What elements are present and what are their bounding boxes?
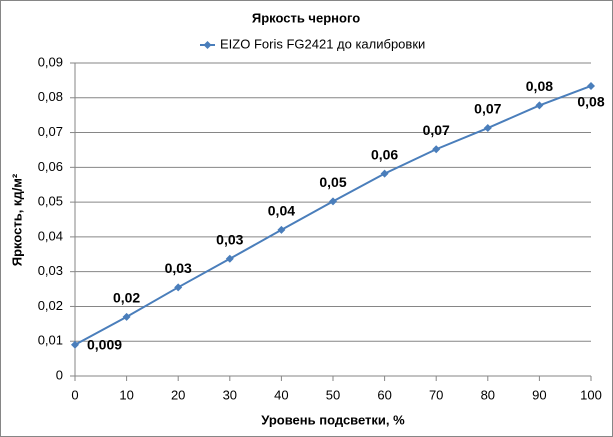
legend-marker (203, 41, 212, 49)
marker (225, 254, 234, 263)
x-tick-label: 40 (274, 387, 288, 402)
y-tick-label: 0,03 (38, 263, 63, 278)
data-label: 0,07 (423, 122, 450, 138)
y-tick-label: 0,04 (38, 228, 63, 243)
x-tick-label: 0 (71, 387, 78, 402)
x-tick-label: 50 (326, 387, 340, 402)
x-tick-label: 60 (377, 387, 391, 402)
marker (535, 101, 544, 110)
data-label: 0,06 (371, 146, 398, 162)
legend-label: EIZO Foris FG2421 до калибровки (220, 36, 425, 51)
x-tick-label: 80 (481, 387, 495, 402)
data-label: 0,08 (526, 78, 553, 94)
data-label: 0,04 (268, 203, 295, 219)
marker (122, 312, 131, 321)
data-label: 0,07 (474, 101, 501, 117)
data-label: 0,08 (577, 94, 604, 110)
x-axis-title: Уровень подсветки, % (261, 412, 405, 427)
data-label: 0,009 (87, 336, 122, 352)
marker (432, 145, 441, 154)
x-tick-label: 20 (171, 387, 185, 402)
marker (380, 169, 389, 178)
x-tick-label: 30 (223, 387, 237, 402)
y-tick-label: 0 (56, 367, 63, 382)
marker (483, 124, 492, 133)
y-tick-label: 0,06 (38, 159, 63, 174)
marker (174, 283, 183, 292)
y-tick-label: 0,02 (38, 298, 63, 313)
y-tick-label: 0,07 (38, 124, 63, 139)
chart-title: Яркость черного (252, 10, 360, 25)
marker (329, 197, 337, 206)
data-label: 0,05 (319, 174, 346, 190)
y-axis-title: Яркость, кд/м² (9, 173, 24, 266)
x-tick-label: 100 (580, 387, 602, 402)
data-label: 0,03 (165, 260, 192, 276)
data-label: 0,03 (216, 232, 243, 248)
y-tick-label: 0,01 (38, 333, 63, 348)
marker (587, 81, 595, 90)
y-tick-label: 0,05 (38, 194, 63, 209)
data-label: 0,02 (113, 290, 140, 306)
marker (71, 340, 79, 349)
x-tick-label: 70 (429, 387, 443, 402)
marker (277, 225, 286, 234)
y-tick-label: 0,09 (38, 54, 63, 69)
y-tick-label: 0,08 (38, 89, 63, 104)
x-tick-label: 90 (532, 387, 546, 402)
x-tick-label: 10 (119, 387, 133, 402)
